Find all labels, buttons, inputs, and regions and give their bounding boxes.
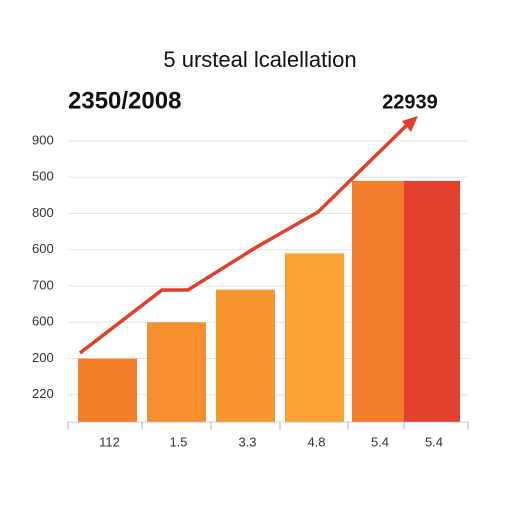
bar	[147, 322, 206, 422]
y-tick-label: 600	[32, 241, 54, 256]
bar	[216, 289, 275, 422]
x-tick-label: 4.8	[307, 434, 325, 449]
bar	[352, 180, 404, 422]
y-tick-label: 200	[32, 350, 54, 365]
chart-title: 5 ursteal lcalellation	[163, 47, 356, 72]
x-tick-label: 5.4	[425, 434, 443, 449]
bar	[78, 358, 137, 422]
left-label: 2350/2008	[68, 87, 181, 114]
x-tick-label: 112	[99, 434, 120, 449]
right-label: 22939	[382, 91, 438, 113]
x-tick-label: 3.3	[238, 434, 256, 449]
y-tick-label: 900	[32, 132, 54, 147]
bar	[285, 253, 344, 422]
trend-line	[78, 122, 410, 355]
y-tick-label: 600	[32, 314, 54, 329]
x-tick-label: 5.4	[371, 434, 389, 449]
y-tick-label: 500	[32, 169, 54, 184]
trend-arrowhead	[402, 116, 418, 132]
x-tick-label: 1.5	[169, 434, 187, 449]
y-tick-label: 700	[32, 277, 54, 292]
bar	[404, 180, 460, 422]
y-tick-label: 800	[32, 205, 54, 220]
y-tick-label: 220	[32, 386, 54, 401]
